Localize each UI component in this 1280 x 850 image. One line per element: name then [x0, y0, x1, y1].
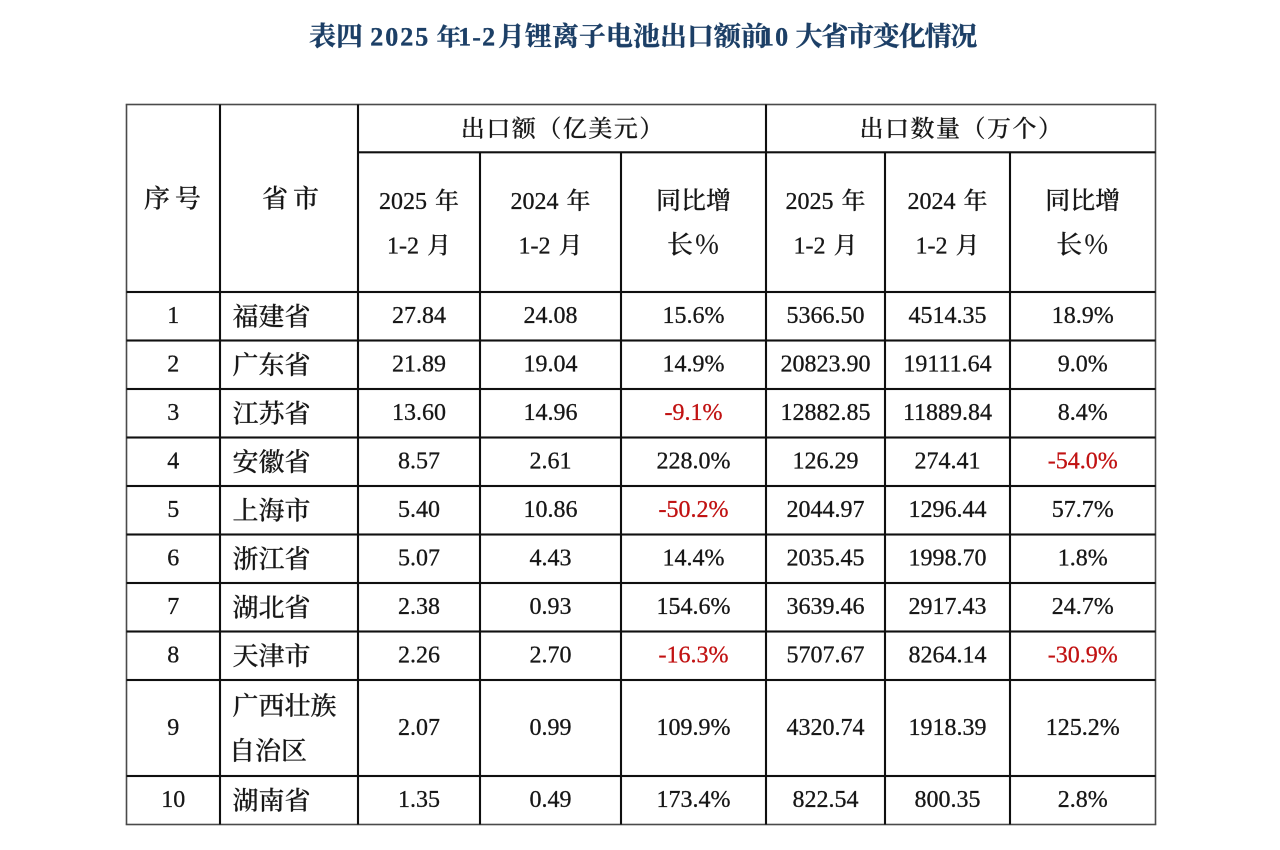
svg-text:1.35: 1.35: [398, 787, 440, 813]
svg-text:4.43: 4.43: [530, 546, 572, 572]
svg-text:14.4%: 14.4%: [663, 546, 725, 572]
svg-text:274.41: 274.41: [915, 449, 981, 475]
svg-text:1-2: 1-2: [387, 234, 419, 260]
svg-text:9: 9: [167, 715, 179, 741]
svg-text:1-2: 1-2: [519, 234, 551, 260]
svg-text:1998.70: 1998.70: [909, 546, 987, 572]
svg-text:2917.43: 2917.43: [909, 594, 987, 620]
svg-text:15.6%: 15.6%: [663, 303, 725, 329]
svg-text:-16.3%: -16.3%: [659, 643, 729, 669]
svg-text:2.70: 2.70: [530, 643, 572, 669]
svg-text:4514.35: 4514.35: [909, 303, 987, 329]
svg-text:5.40: 5.40: [398, 497, 440, 523]
svg-text:173.4%: 173.4%: [657, 787, 731, 813]
svg-text:8.57: 8.57: [398, 449, 440, 475]
svg-text:27.84: 27.84: [392, 303, 446, 329]
svg-text:2.26: 2.26: [398, 643, 440, 669]
svg-text:5707.67: 5707.67: [787, 643, 865, 669]
svg-text:0.99: 0.99: [530, 715, 572, 741]
svg-text:4320.74: 4320.74: [787, 715, 865, 741]
svg-text:20823.90: 20823.90: [781, 352, 871, 378]
svg-text:1-2: 1-2: [458, 23, 496, 52]
svg-text:2.8%: 2.8%: [1058, 787, 1108, 813]
svg-text:1296.44: 1296.44: [909, 497, 987, 523]
svg-text:2.61: 2.61: [530, 449, 572, 475]
svg-text:13.60: 13.60: [392, 400, 446, 426]
svg-text:2025: 2025: [370, 23, 430, 52]
svg-text:5366.50: 5366.50: [787, 303, 865, 329]
svg-text:10: 10: [161, 787, 185, 813]
svg-text:3639.46: 3639.46: [787, 594, 865, 620]
svg-text:2035.45: 2035.45: [787, 546, 865, 572]
svg-text:2024: 2024: [908, 189, 956, 215]
svg-text:126.29: 126.29: [793, 449, 859, 475]
svg-text:19.04: 19.04: [524, 352, 578, 378]
svg-text:-50.2%: -50.2%: [659, 497, 729, 523]
svg-text:24.08: 24.08: [524, 303, 578, 329]
svg-text:11889.84: 11889.84: [903, 400, 992, 426]
svg-text:3: 3: [167, 400, 179, 426]
svg-text:18.9%: 18.9%: [1052, 303, 1114, 329]
svg-text:154.6%: 154.6%: [657, 594, 731, 620]
svg-text:14.96: 14.96: [524, 400, 578, 426]
svg-text:7: 7: [167, 594, 179, 620]
svg-text:800.35: 800.35: [915, 787, 981, 813]
svg-text:0.93: 0.93: [530, 594, 572, 620]
svg-text:8: 8: [167, 643, 179, 669]
svg-text:109.9%: 109.9%: [657, 715, 731, 741]
svg-text:-54.0%: -54.0%: [1048, 449, 1118, 475]
svg-text:1918.39: 1918.39: [909, 715, 987, 741]
svg-text:10.86: 10.86: [524, 497, 578, 523]
svg-text:2.07: 2.07: [398, 715, 440, 741]
svg-text:10: 10: [761, 23, 789, 52]
svg-text:2044.97: 2044.97: [787, 497, 865, 523]
svg-text:57.7%: 57.7%: [1052, 497, 1114, 523]
svg-text:822.54: 822.54: [793, 787, 859, 813]
svg-text:-30.9%: -30.9%: [1048, 643, 1118, 669]
svg-text:5.07: 5.07: [398, 546, 440, 572]
svg-text:1-2: 1-2: [794, 234, 826, 260]
svg-text:8.4%: 8.4%: [1058, 400, 1108, 426]
svg-text:228.0%: 228.0%: [657, 449, 731, 475]
svg-text:8264.14: 8264.14: [909, 643, 987, 669]
svg-text:14.9%: 14.9%: [663, 352, 725, 378]
svg-text:2: 2: [167, 352, 179, 378]
svg-text:24.7%: 24.7%: [1052, 594, 1114, 620]
svg-text:19111.64: 19111.64: [903, 352, 991, 378]
svg-text:21.89: 21.89: [392, 352, 446, 378]
svg-text:-9.1%: -9.1%: [665, 400, 723, 426]
svg-text:9.0%: 9.0%: [1058, 352, 1108, 378]
svg-text:4: 4: [167, 449, 179, 475]
svg-text:2024: 2024: [511, 189, 559, 215]
svg-text:1.8%: 1.8%: [1058, 546, 1108, 572]
svg-text:5: 5: [167, 497, 179, 523]
svg-text:12882.85: 12882.85: [781, 400, 871, 426]
svg-text:1-2: 1-2: [916, 234, 948, 260]
svg-text:2025: 2025: [379, 189, 427, 215]
svg-text:2025: 2025: [786, 189, 834, 215]
svg-text:125.2%: 125.2%: [1046, 715, 1120, 741]
svg-text:6: 6: [167, 546, 179, 572]
svg-text:0.49: 0.49: [530, 787, 572, 813]
svg-text:1: 1: [167, 303, 179, 329]
svg-text:2.38: 2.38: [398, 594, 440, 620]
